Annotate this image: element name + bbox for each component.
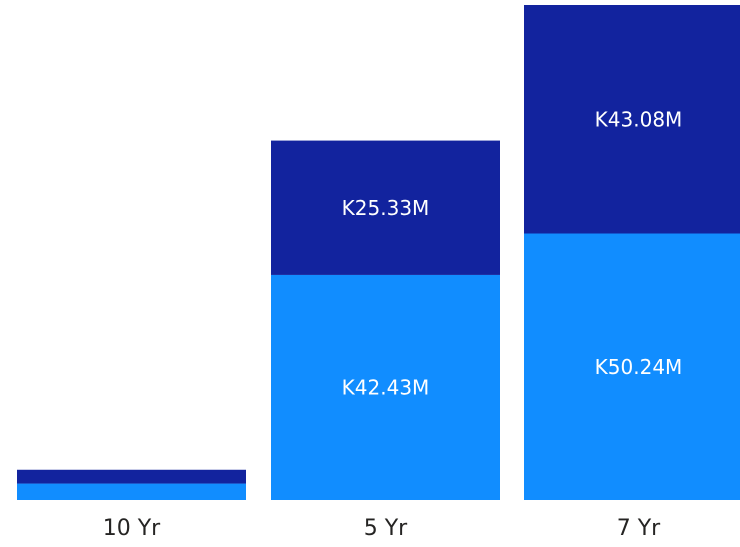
bar-segment-7-yr-s2[interactable] (524, 5, 740, 234)
data-label: K50.24M (595, 355, 683, 379)
bar-segment-5-yr-s1[interactable] (271, 274, 500, 500)
bar-segment-10-yr-s2[interactable] (17, 469, 246, 484)
data-label: K25.33M (342, 196, 430, 220)
data-label: K42.43M (342, 375, 430, 399)
category-label: 7 Yr (617, 516, 661, 541)
category-label: 10 Yr (103, 516, 161, 541)
bar-segment-7-yr-s1[interactable] (524, 233, 740, 500)
data-label: K43.08M (595, 107, 683, 131)
bar-segment-10-yr-s1[interactable] (17, 483, 246, 500)
bar-segment-5-yr-s2[interactable] (271, 140, 500, 275)
category-label: 5 Yr (364, 516, 408, 541)
